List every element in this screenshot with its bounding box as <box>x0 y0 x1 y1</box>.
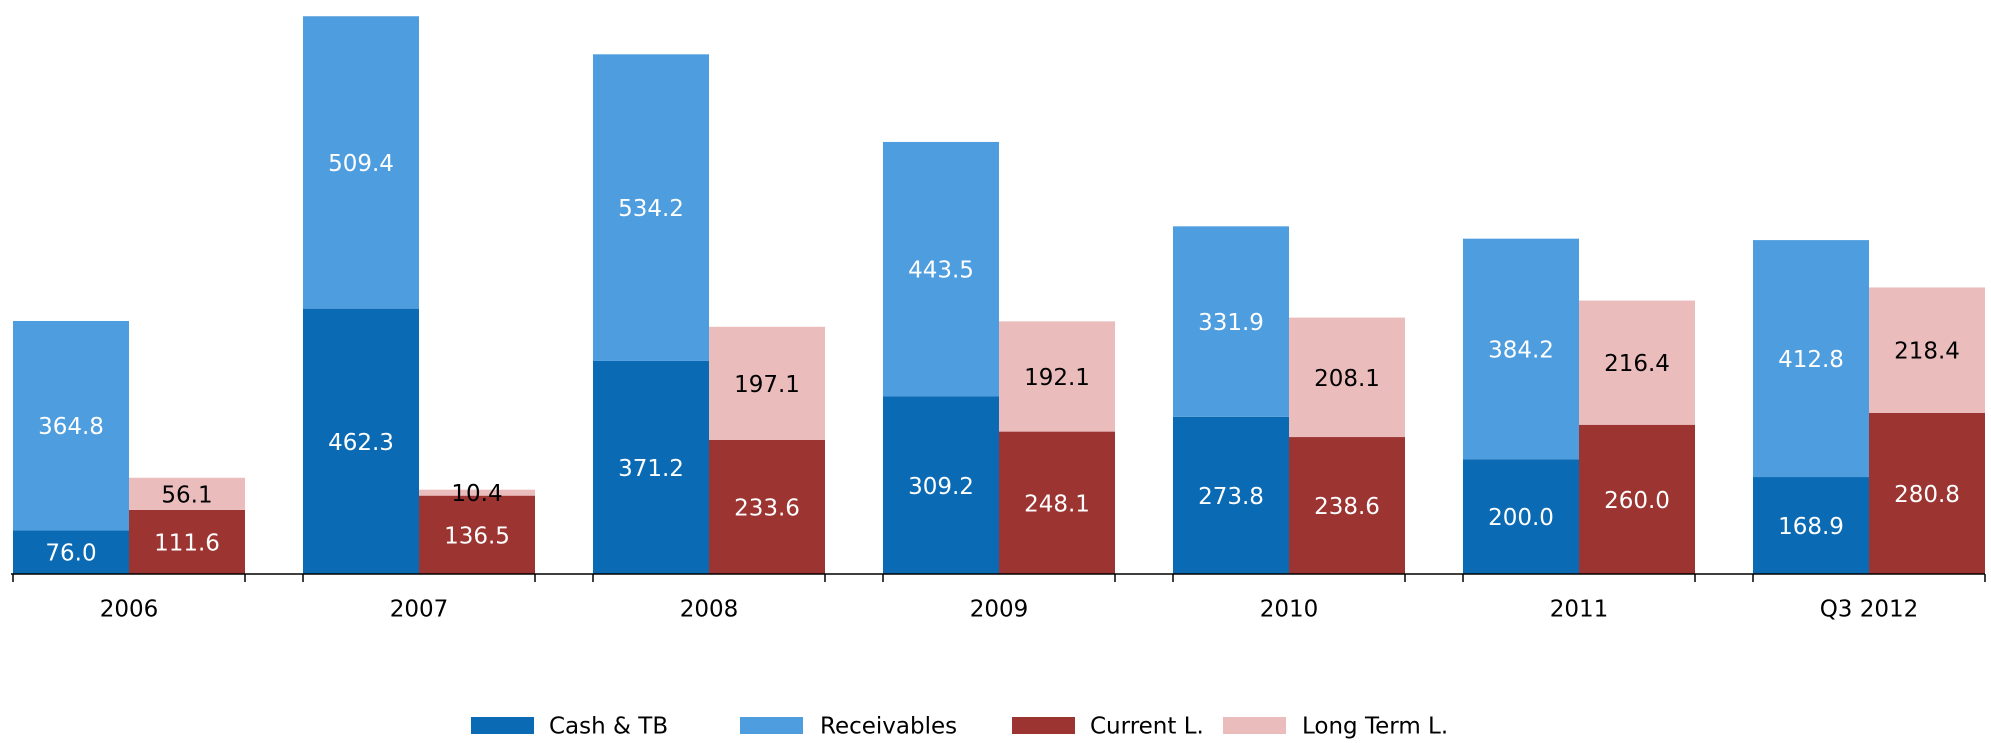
bar-segment <box>593 54 709 361</box>
value-label: 136.5 <box>444 523 510 549</box>
value-label: 309.2 <box>908 474 974 500</box>
value-label: 260.0 <box>1604 488 1670 514</box>
value-label: 76.0 <box>45 541 96 567</box>
value-label: 273.8 <box>1198 484 1264 510</box>
bar-segment <box>709 326 825 440</box>
value-label: 218.4 <box>1894 339 1960 365</box>
value-label: 384.2 <box>1488 337 1554 363</box>
legend-label: Current L. <box>1090 714 1204 740</box>
legend-swatch <box>1223 717 1286 734</box>
bar-segment <box>1869 287 1985 413</box>
legend-label: Cash & TB <box>549 714 668 740</box>
value-label: 534.2 <box>618 196 684 222</box>
bar-segment <box>999 321 1115 432</box>
value-label: 238.6 <box>1314 494 1380 520</box>
bar-segment <box>129 477 245 510</box>
bar-segment <box>13 530 129 574</box>
x-tick-label: 2007 <box>390 597 449 623</box>
bar-segment <box>593 360 709 574</box>
legend-swatch <box>1012 717 1075 734</box>
bar-segment <box>1173 226 1289 417</box>
bar-segment <box>13 320 129 531</box>
value-label: 111.6 <box>154 530 220 556</box>
bar-segment <box>883 396 999 574</box>
x-tick-label: Q3 2012 <box>1820 597 1919 623</box>
value-label: 280.8 <box>1894 482 1960 508</box>
bar-segment <box>1579 424 1695 574</box>
value-label: 192.1 <box>1024 365 1090 391</box>
value-label: 371.2 <box>618 456 684 482</box>
legend-swatch <box>471 717 534 734</box>
bar-segment <box>709 439 825 574</box>
value-label: 331.9 <box>1198 310 1264 336</box>
bar-segment <box>999 431 1115 574</box>
bar-segment <box>1289 437 1405 574</box>
legend-swatch <box>740 717 803 734</box>
value-label: 364.8 <box>38 414 104 440</box>
bar-segment <box>1753 240 1869 478</box>
bar-segment <box>129 509 245 574</box>
value-label: 10.4 <box>451 481 502 507</box>
bar-segment <box>419 495 535 574</box>
value-label: 56.1 <box>161 482 212 508</box>
bar-segment <box>1753 477 1869 574</box>
value-label: 443.5 <box>908 258 974 284</box>
x-tick-label: 2009 <box>970 597 1029 623</box>
value-label: 208.1 <box>1314 366 1380 392</box>
value-label: 197.1 <box>734 372 800 398</box>
x-tick-label: 2010 <box>1260 597 1319 623</box>
bar-segment <box>883 141 999 397</box>
value-label: 462.3 <box>328 430 394 456</box>
bar-segment <box>1173 416 1289 574</box>
value-label: 509.4 <box>328 151 394 177</box>
bar-segment <box>1289 317 1405 438</box>
value-label: 168.9 <box>1778 514 1844 540</box>
value-label: 412.8 <box>1778 347 1844 373</box>
bar-segment <box>303 16 419 309</box>
value-label: 216.4 <box>1604 351 1670 377</box>
value-label: 200.0 <box>1488 505 1554 531</box>
bar-segment <box>1869 412 1985 574</box>
x-tick-label: 2006 <box>100 597 159 623</box>
bar-segment <box>1463 238 1579 460</box>
bar-segment <box>1463 459 1579 574</box>
legend-label: Receivables <box>820 714 957 740</box>
value-label: 248.1 <box>1024 491 1090 517</box>
x-tick-label: 2011 <box>1550 597 1609 623</box>
legend-label: Long Term L. <box>1302 714 1448 740</box>
bar-segment <box>419 489 535 496</box>
bar-segment <box>1579 300 1695 425</box>
value-label: 233.6 <box>734 495 800 521</box>
bar-segment <box>303 308 419 574</box>
x-tick-label: 2008 <box>680 597 739 623</box>
